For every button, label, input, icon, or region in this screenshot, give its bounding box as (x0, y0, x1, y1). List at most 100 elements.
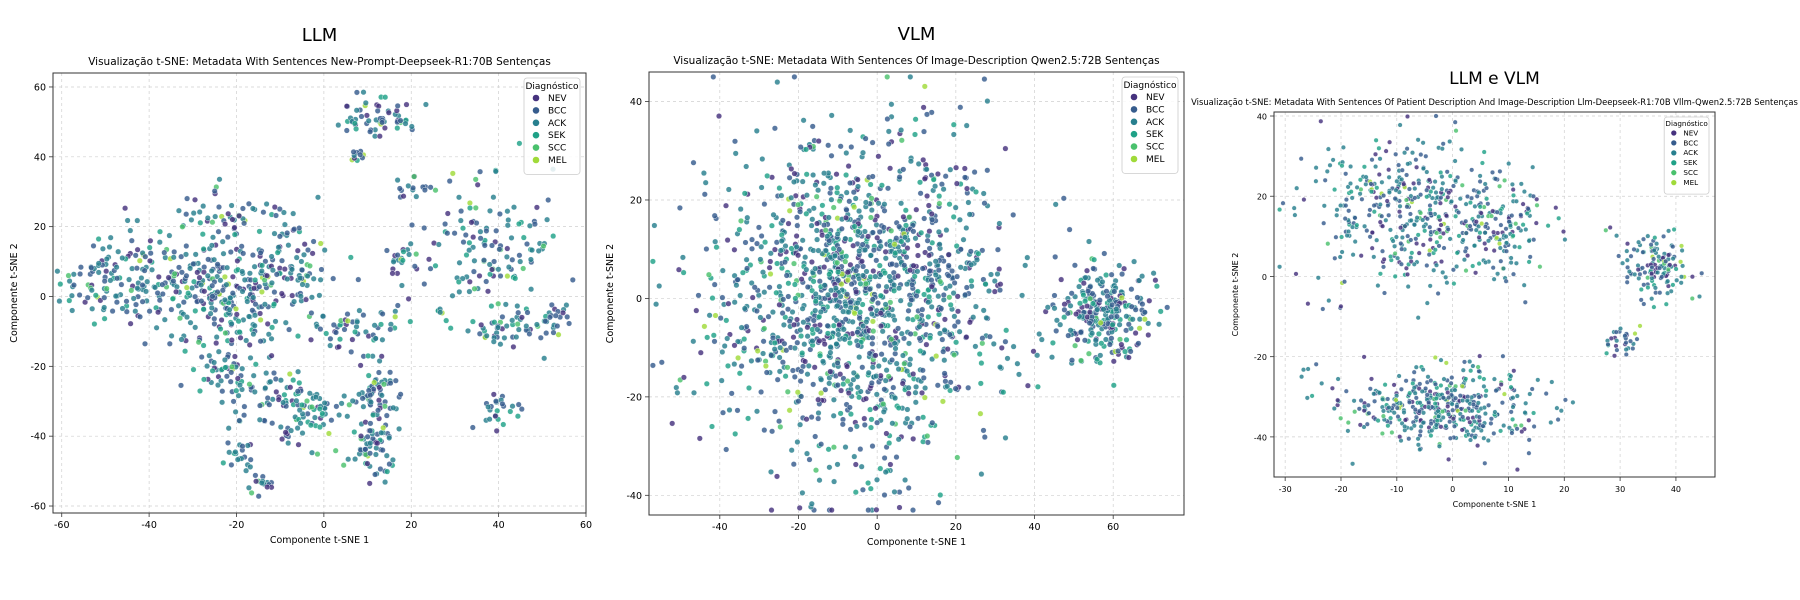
data-point-bcc (1480, 423, 1486, 429)
data-point-ack (978, 471, 985, 478)
data-point-ack (803, 192, 810, 199)
y-tick-label: 60 (34, 82, 46, 93)
data-point-bcc (896, 489, 903, 496)
data-point-ack (235, 392, 242, 399)
data-point-ack (275, 244, 282, 251)
data-point-ack (1139, 273, 1146, 280)
data-point-nev (914, 242, 921, 249)
data-point-nev (819, 232, 826, 239)
data-point-nev (281, 266, 288, 273)
data-point-ack (965, 199, 972, 206)
data-point-bcc (1399, 167, 1405, 173)
data-point-nev (275, 396, 282, 403)
data-point-ack (297, 420, 304, 427)
data-point-bcc (1428, 210, 1434, 216)
data-point-ack (831, 252, 838, 259)
data-point-ack (113, 264, 120, 271)
legend-marker (1671, 150, 1677, 156)
data-point-ack (737, 206, 744, 213)
data-point-sek (917, 348, 924, 355)
data-point-ack (882, 469, 889, 476)
data-point-ack (951, 313, 958, 320)
data-point-ack (1413, 364, 1419, 370)
data-point-bcc (1661, 233, 1667, 239)
data-point-sek (946, 201, 953, 208)
data-point-ack (835, 331, 842, 338)
data-point-sek (837, 410, 844, 417)
data-point-ack (309, 449, 316, 456)
data-point-bcc (183, 211, 190, 218)
data-point-bcc (198, 298, 205, 305)
data-point-ack (1419, 388, 1425, 394)
data-point-scc (381, 381, 388, 388)
data-point-scc (432, 187, 439, 194)
x-tick-label: -30 (1279, 485, 1292, 494)
data-point-bcc (524, 240, 531, 247)
data-point-ack (1446, 411, 1452, 417)
data-point-ack (456, 259, 463, 266)
data-point-ack (1300, 367, 1306, 373)
data-point-ack (900, 352, 907, 359)
data-point-bcc (308, 310, 315, 317)
data-point-ack (816, 477, 823, 484)
data-point-sek (1382, 382, 1388, 388)
data-point-ack (1014, 360, 1021, 367)
data-point-bcc (1469, 167, 1475, 173)
data-point-ack (228, 320, 235, 327)
data-point-ack (497, 341, 504, 348)
data-point-mel (380, 424, 387, 431)
data-point-ack (1476, 189, 1482, 195)
data-point-ack (889, 420, 896, 427)
data-point-ack (1674, 277, 1680, 283)
data-point-ack (793, 243, 800, 250)
data-point-bcc (848, 143, 855, 150)
data-point-ack (827, 344, 834, 351)
data-point-ack (690, 338, 697, 345)
data-point-mel (921, 83, 928, 90)
data-point-nev (723, 202, 730, 209)
data-point-ack (895, 366, 902, 373)
data-point-ack (1470, 428, 1476, 434)
data-point-sek (200, 245, 207, 252)
data-point-sek (762, 239, 769, 246)
data-point-ack (950, 131, 957, 138)
data-point-bcc (1651, 256, 1657, 262)
data-point-ack (854, 299, 861, 306)
data-point-scc (705, 271, 712, 278)
data-point-bcc (1432, 381, 1438, 387)
data-point-sek (1483, 388, 1489, 394)
data-point-bcc (1127, 348, 1134, 355)
data-point-bcc (1614, 347, 1620, 353)
data-point-nev (1473, 270, 1479, 276)
data-point-bcc (367, 450, 374, 457)
data-point-nev (1030, 348, 1037, 355)
data-point-nev (1520, 201, 1526, 207)
data-point-nev (250, 285, 257, 292)
data-point-ack (144, 278, 151, 285)
data-point-nev (1391, 382, 1397, 388)
data-point-bcc (387, 369, 394, 376)
data-point-ack (970, 314, 977, 321)
data-point-ack (1401, 409, 1407, 415)
y-tick-label: 20 (1257, 193, 1267, 202)
data-point-mel (701, 323, 708, 330)
data-point-nev (795, 252, 802, 259)
data-point-mel (794, 389, 801, 396)
data-point-nev (1080, 280, 1087, 287)
data-point-ack (868, 207, 875, 214)
data-point-ack (840, 308, 847, 315)
data-point-bcc (924, 111, 931, 118)
data-point-sek (1076, 300, 1083, 307)
data-point-bcc (884, 115, 891, 122)
data-point-bcc (1463, 230, 1469, 236)
data-point-ack (1085, 238, 1092, 245)
data-point-bcc (1623, 352, 1629, 358)
data-point-bcc (473, 219, 480, 226)
data-point-ack (802, 254, 809, 261)
data-point-bcc (676, 204, 683, 211)
data-point-bcc (743, 323, 750, 330)
data-point-bcc (847, 298, 854, 305)
data-point-bcc (780, 296, 787, 303)
data-point-bcc (1638, 297, 1644, 303)
data-point-bcc (870, 247, 877, 254)
